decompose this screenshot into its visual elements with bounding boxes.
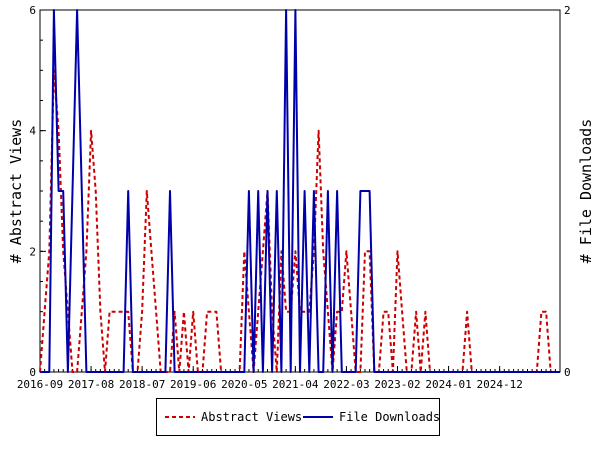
- x-tick-label: 2022-03: [323, 378, 369, 391]
- y-left-axis-title: # Abstract Views: [7, 119, 25, 264]
- x-tick-label: 2023-02: [374, 378, 420, 391]
- y-right-tick-label: 0: [564, 366, 571, 379]
- x-tick-label: 2018-07: [119, 378, 165, 391]
- y-left-tick-label: 0: [29, 366, 36, 379]
- y-left-axis: 0 2 4 6: [29, 4, 46, 379]
- legend: Abstract Views File Downloads: [156, 398, 440, 436]
- y-left-tick-label: 2: [29, 245, 36, 258]
- series-line-file-downloads: [40, 9, 560, 373]
- y-right-axis-title: # File Downloads: [577, 119, 595, 264]
- series-layer: [39, 9, 560, 373]
- legend-item-abstract-views: Abstract Views: [165, 409, 302, 425]
- y-left-tick-label: 6: [29, 4, 36, 17]
- x-tick-label: 2020-05: [221, 378, 267, 391]
- legend-swatch-abstract-views: [165, 416, 195, 418]
- y-right-tick-label: 2: [564, 4, 571, 17]
- x-tick-label: 2024-01: [425, 378, 471, 391]
- x-axis-labels: 2016-09 2017-08 2018-07 2019-06 2020-05 2021-…: [17, 378, 523, 391]
- x-tick-label: 2024-12: [476, 378, 522, 391]
- x-tick-label: 2017-08: [68, 378, 114, 391]
- legend-swatch-file-downloads: [303, 416, 333, 418]
- x-tick-label: 2021-04: [272, 378, 319, 391]
- legend-item-file-downloads: File Downloads: [303, 409, 440, 425]
- legend-label-file-downloads: File Downloads: [339, 410, 441, 424]
- x-tick-label: 2016-09: [17, 378, 63, 391]
- y-left-tick-label: 4: [29, 125, 36, 138]
- legend-label-abstract-views: Abstract Views: [201, 410, 303, 424]
- x-tick-label: 2019-06: [170, 378, 216, 391]
